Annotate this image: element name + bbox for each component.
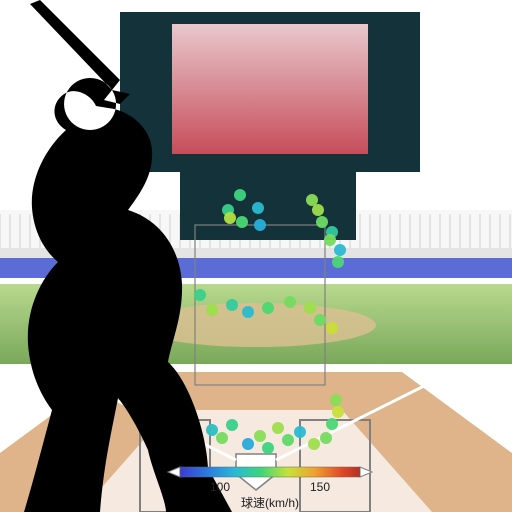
pitch-marker bbox=[326, 322, 338, 334]
pitch-marker bbox=[284, 296, 296, 308]
pitch-marker bbox=[304, 302, 316, 314]
pitch-marker bbox=[194, 289, 206, 301]
pitch-marker bbox=[262, 442, 274, 454]
pitch-marker bbox=[320, 432, 332, 444]
pitch-marker bbox=[306, 194, 318, 206]
pitch-chart-svg: 100 150 球速(km/h) bbox=[0, 0, 512, 512]
pitch-marker bbox=[226, 299, 238, 311]
pitch-marker bbox=[242, 438, 254, 450]
pitch-marker bbox=[254, 219, 266, 231]
pitch-marker bbox=[330, 394, 342, 406]
pitch-marker bbox=[272, 422, 284, 434]
pitch-marker bbox=[226, 419, 238, 431]
pitch-marker bbox=[332, 406, 344, 418]
colorbar-axis-label: 球速(km/h) bbox=[241, 496, 299, 510]
pitch-marker bbox=[334, 244, 346, 256]
pitch-marker bbox=[332, 256, 344, 268]
pitch-marker bbox=[324, 234, 336, 246]
colorbar bbox=[180, 467, 360, 477]
pitch-marker bbox=[206, 304, 218, 316]
pitch-marker bbox=[282, 434, 294, 446]
colorbar-tick-label: 100 bbox=[210, 480, 230, 494]
pitch-marker bbox=[294, 426, 306, 438]
pitch-marker bbox=[252, 202, 264, 214]
pitch-marker bbox=[234, 189, 246, 201]
colorbar-tick-label: 150 bbox=[310, 480, 330, 494]
pitch-marker bbox=[242, 306, 254, 318]
pitch-marker bbox=[316, 216, 328, 228]
pitch-chart-stage: 100 150 球速(km/h) bbox=[0, 0, 512, 512]
pitch-marker bbox=[314, 314, 326, 326]
pitch-marker bbox=[308, 438, 320, 450]
pitch-marker bbox=[224, 212, 236, 224]
pitch-marker bbox=[236, 216, 248, 228]
pitch-marker bbox=[206, 424, 218, 436]
pitch-marker bbox=[262, 302, 274, 314]
pitch-marker bbox=[326, 418, 338, 430]
pitch-marker bbox=[312, 204, 324, 216]
pitch-marker bbox=[216, 432, 228, 444]
scoreboard-panel bbox=[172, 24, 368, 154]
pitch-marker bbox=[254, 430, 266, 442]
